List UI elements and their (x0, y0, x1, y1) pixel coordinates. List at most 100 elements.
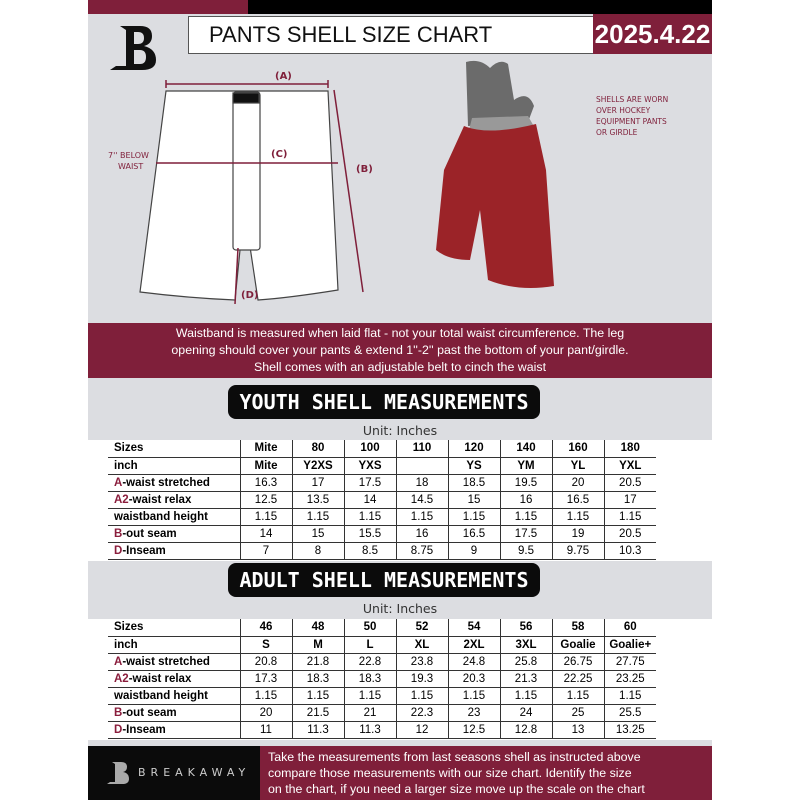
table-cell: 20.3 (447, 670, 500, 688)
row-label: D-Inseam (108, 721, 240, 739)
table-cell: 24.8 (447, 653, 500, 671)
table-cell: 1.15 (499, 508, 552, 526)
row-label-prefix: A2 (114, 672, 129, 685)
brand-logo-icon (110, 26, 156, 70)
row-label-prefix: D (114, 723, 123, 736)
table-cell: YM (499, 457, 552, 475)
row-label-text: -waist relax (128, 493, 192, 506)
table-cell: 60 (603, 619, 656, 637)
table-cell: 11 (239, 721, 292, 739)
table-cell: 26.75 (551, 653, 604, 671)
table-cell: 1.15 (343, 508, 396, 526)
table-cell: YXS (343, 457, 396, 475)
table-cell: 11.3 (343, 721, 396, 739)
row-label: B-out seam (108, 704, 240, 722)
table-cell: 1.15 (239, 508, 292, 526)
youth-title: YOUTH SHELL MEASUREMENTS (228, 385, 540, 419)
table-cell: 20.5 (603, 474, 656, 492)
table-cell: 19 (551, 525, 604, 543)
table-cell: 18.3 (291, 670, 344, 688)
table-row: B-out seam 14 15 15.5 16 16.5 17.5 19 20.5 (108, 525, 656, 543)
shell-note-line1: SHELLS ARE WORN (596, 95, 668, 104)
table-cell: 3XL (499, 636, 552, 654)
table-cell: 1.15 (447, 687, 500, 705)
table-cell: 25 (551, 704, 604, 722)
table-cell: 21.8 (291, 653, 344, 671)
table-cell: 110 (395, 440, 448, 458)
table-cell: L (343, 636, 396, 654)
table-cell: 15.5 (343, 525, 396, 543)
table-cell: 1.15 (447, 508, 500, 526)
row-label: inch (108, 457, 240, 475)
footer-brand-name: BREAKAWAY (138, 766, 251, 779)
row-label-text: -out seam (122, 706, 177, 719)
row-label-prefix: A (114, 655, 123, 668)
label-b: (B) (356, 164, 373, 175)
table-cell: XL (395, 636, 448, 654)
adult-unit: Unit: Inches (362, 601, 438, 616)
row-label-prefix: B (114, 706, 123, 719)
table-cell: 14 (239, 525, 292, 543)
row-label-text: -waist stretched (122, 655, 210, 668)
table-cell: 13.25 (603, 721, 656, 739)
footer-instructions: Take the measurements from last seasons … (260, 746, 712, 800)
table-cell: 1.15 (603, 508, 656, 526)
shell-note-line4: OR GIRDLE (596, 128, 638, 137)
table-cell: 19.3 (395, 670, 448, 688)
table-cell: 17.3 (239, 670, 292, 688)
row-label-text: -Inseam (122, 544, 166, 557)
table-cell: 120 (447, 440, 500, 458)
table-row: Sizes 46 48 50 52 54 56 58 60 (108, 619, 656, 637)
table-cell: 10.3 (603, 542, 656, 560)
table-cell: 13.5 (291, 491, 344, 509)
table-cell: 23.8 (395, 653, 448, 671)
footer-line: compare those measurements with our size… (268, 766, 632, 780)
table-cell: 14.5 (395, 491, 448, 509)
table-cell: 100 (343, 440, 396, 458)
table-cell: 20 (239, 704, 292, 722)
table-cell: 18 (395, 474, 448, 492)
table-cell: 1.15 (395, 508, 448, 526)
table-cell: 9.5 (499, 542, 552, 560)
table-cell: 20 (551, 474, 604, 492)
table-cell: 180 (603, 440, 656, 458)
row-label-text: -waist stretched (122, 476, 210, 489)
table-cell: 2XL (447, 636, 500, 654)
table-cell: 1.15 (551, 508, 604, 526)
table-cell: 50 (343, 619, 396, 637)
table-cell: 46 (239, 619, 292, 637)
adult-title: ADULT SHELL MEASUREMENTS (228, 563, 540, 597)
table-cell: 8.75 (395, 542, 448, 560)
table-cell: YXL (603, 457, 656, 475)
row-label: D-Inseam (108, 542, 240, 560)
footer-line: Take the measurements from last seasons … (268, 750, 641, 764)
table-cell: 23.25 (603, 670, 656, 688)
row-label: A2-waist relax (108, 670, 240, 688)
row-label: inch (108, 636, 240, 654)
row-label: Sizes (108, 619, 240, 637)
row-label: waistband height (108, 687, 240, 705)
table-cell: 1.15 (343, 687, 396, 705)
shell-photo (436, 60, 554, 288)
table-cell: Goalie (551, 636, 604, 654)
row-label-text: inch (114, 638, 138, 651)
footer-logo-icon (107, 762, 129, 784)
table-cell: 21.5 (291, 704, 344, 722)
table-cell: 22.3 (395, 704, 448, 722)
table-cell: 17 (291, 474, 344, 492)
size-chart-page: PANTS SHELL SIZE CHART 2025.4.22 (A) (C)… (88, 0, 712, 800)
row-label-text: -waist relax (128, 672, 192, 685)
table-cell: 1.15 (239, 687, 292, 705)
table-cell: 11.3 (291, 721, 344, 739)
top-bar-accent (88, 0, 248, 14)
row-label-text: -out seam (122, 527, 177, 540)
table-cell: 9.75 (551, 542, 604, 560)
table-row: inch S M L XL 2XL 3XL Goalie Goalie+ (108, 636, 656, 654)
row-label: B-out seam (108, 525, 240, 543)
table-cell: 21.3 (499, 670, 552, 688)
youth-unit: Unit: Inches (362, 423, 438, 438)
table-cell: 52 (395, 619, 448, 637)
table-row: waistband height 1.15 1.15 1.15 1.15 1.15 1.15… (108, 508, 656, 526)
row-label-prefix: B (114, 527, 123, 540)
table-cell: 1.15 (291, 687, 344, 705)
